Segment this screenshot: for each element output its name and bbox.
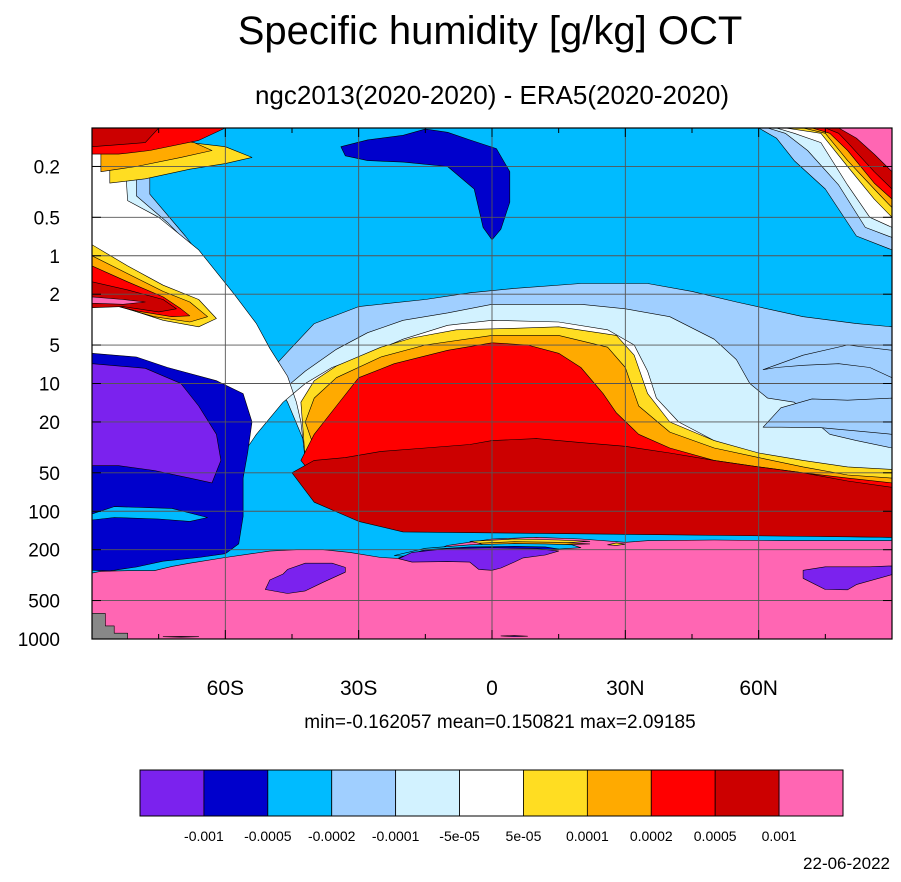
contour-region-21 bbox=[92, 128, 159, 147]
y-tick-label: 0.5 bbox=[34, 208, 60, 229]
colorbar-swatch bbox=[714, 769, 780, 817]
date-stamp: 22-06-2022 bbox=[803, 854, 890, 873]
y-tick-label: 20 bbox=[39, 413, 60, 434]
y-tick-labels: 0.2 0.5 1 2 5 10 20 50 100 200 500 1000 bbox=[18, 157, 60, 651]
colorbar-swatch bbox=[203, 769, 269, 817]
colorbar-swatch bbox=[778, 769, 844, 817]
chart-title: Specific humidity [g/kg] OCT bbox=[238, 9, 743, 53]
colorbar-labels: -0.001 -0.0005 -0.0002 -0.0001 -5e-05 5e-05 0.… bbox=[184, 828, 797, 844]
colorbar-label: -5e-05 bbox=[439, 828, 480, 844]
colorbar-label: 0.0002 bbox=[630, 828, 673, 844]
contour-region-37 bbox=[264, 562, 346, 594]
colorbar-label: 0.0005 bbox=[694, 828, 737, 844]
contour-region-35 bbox=[92, 506, 208, 522]
y-tick-label: 100 bbox=[28, 502, 60, 523]
colorbar-label: 5e-05 bbox=[506, 828, 542, 844]
contour-region-41 bbox=[500, 635, 528, 638]
colorbar-label: -0.0005 bbox=[244, 828, 292, 844]
y-tick-label: 50 bbox=[39, 464, 60, 485]
colorbar-swatch bbox=[459, 769, 524, 817]
colorbar-swatch bbox=[650, 769, 716, 817]
x-tick-label: 60S bbox=[207, 677, 244, 700]
contour-region-6 bbox=[762, 397, 892, 435]
colorbar-label: 0.0001 bbox=[566, 828, 609, 844]
x-tick-label: 30S bbox=[340, 677, 377, 700]
colorbar-swatch bbox=[331, 769, 397, 817]
contour-region-36 bbox=[92, 363, 222, 484]
colorbar bbox=[139, 769, 844, 817]
colorbar-label: -0.001 bbox=[184, 828, 224, 844]
y-tick-label: 1 bbox=[49, 247, 60, 268]
contour-region-38 bbox=[802, 565, 892, 591]
colorbar-label: -0.0001 bbox=[372, 828, 420, 844]
colorbar-swatch bbox=[267, 769, 333, 817]
x-tick-labels: 60S 30S 0 30N 60N bbox=[207, 677, 778, 700]
y-tick-label: 200 bbox=[28, 541, 60, 562]
y-tick-label: 2 bbox=[49, 285, 60, 306]
contour-region-42 bbox=[92, 613, 128, 639]
y-tick-label: 1000 bbox=[18, 630, 60, 651]
colorbar-label: 0.001 bbox=[762, 828, 797, 844]
y-tick-label: 10 bbox=[39, 375, 60, 396]
contour-region-32 bbox=[398, 547, 560, 571]
contour-region-24 bbox=[291, 438, 892, 538]
y-tick-label: 0.2 bbox=[34, 157, 60, 178]
y-tick-label: 5 bbox=[49, 336, 60, 357]
colorbar-frame bbox=[139, 769, 844, 817]
colorbar-swatch bbox=[395, 769, 460, 817]
statistics-line: min=-0.162057 mean=0.150821 max=2.09185 bbox=[304, 712, 695, 733]
contour-region-25 bbox=[92, 296, 146, 305]
x-tick-label: 0 bbox=[486, 677, 498, 700]
y-tick-label: 500 bbox=[28, 592, 60, 613]
colorbar-label: -0.0002 bbox=[308, 828, 356, 844]
contour-region-5 bbox=[762, 344, 892, 379]
contour-region-26 bbox=[838, 128, 892, 172]
contour-region-39 bbox=[340, 128, 511, 241]
contour-region-40 bbox=[162, 636, 199, 638]
chart-subtitle: ngc2013(2020-2020) - ERA5(2020-2020) bbox=[255, 80, 729, 110]
colorbar-swatch bbox=[523, 769, 588, 817]
axis-ticks bbox=[92, 128, 892, 640]
contour-region-22 bbox=[92, 281, 177, 313]
colorbar-swatch bbox=[139, 769, 205, 817]
x-tick-label: 30N bbox=[606, 677, 645, 700]
x-tick-label: 60N bbox=[739, 677, 778, 700]
colorbar-swatch bbox=[586, 769, 652, 817]
